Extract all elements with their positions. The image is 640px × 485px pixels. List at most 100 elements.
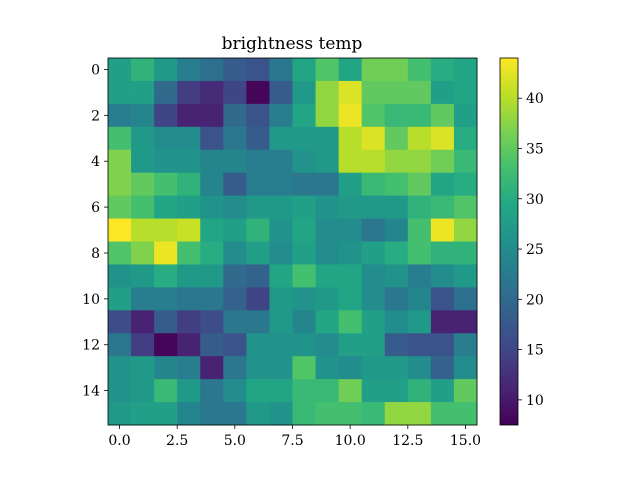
heatmap-cell bbox=[338, 402, 363, 426]
heatmap-cell bbox=[269, 333, 293, 357]
heatmap-cell bbox=[269, 264, 293, 288]
heatmap-cell bbox=[361, 310, 386, 334]
heatmap-cell bbox=[315, 58, 340, 82]
heatmap-cell bbox=[430, 103, 455, 128]
heatmap-cell bbox=[338, 379, 363, 403]
heatmap-cell bbox=[384, 379, 409, 403]
heatmap-cell bbox=[223, 103, 247, 128]
heatmap-cell bbox=[246, 287, 270, 311]
heatmap-cell bbox=[108, 218, 132, 242]
heatmap-cell bbox=[315, 172, 340, 197]
x-tick-label: 2.5 bbox=[166, 433, 188, 449]
heatmap-cell bbox=[407, 58, 432, 82]
y-tick-label: 12 bbox=[82, 338, 100, 354]
heatmap-cell bbox=[338, 58, 363, 82]
heatmap-cell bbox=[453, 126, 478, 151]
heatmap-cell bbox=[108, 58, 132, 82]
heatmap-cell bbox=[407, 356, 432, 380]
heatmap-cell bbox=[407, 264, 432, 288]
y-tick-label: 8 bbox=[91, 246, 100, 262]
heatmap-cell bbox=[292, 356, 316, 380]
heatmap-cell bbox=[200, 241, 224, 265]
heatmap-cell bbox=[269, 195, 293, 219]
heatmap-cell bbox=[131, 287, 155, 311]
heatmap-cell bbox=[384, 58, 409, 82]
heatmap-cell bbox=[384, 149, 409, 174]
heatmap-cell bbox=[223, 149, 247, 174]
heatmap-cell bbox=[131, 103, 155, 128]
heatmap-cell bbox=[430, 149, 455, 174]
heatmap-cell bbox=[108, 195, 132, 219]
heatmap-cell bbox=[384, 195, 409, 219]
y-tick-label: 14 bbox=[82, 384, 100, 400]
heatmap-cell bbox=[131, 402, 155, 426]
heatmap-cell bbox=[177, 58, 201, 82]
heatmap-cell bbox=[453, 333, 478, 357]
heatmap-cell bbox=[200, 310, 224, 334]
heatmap-cell bbox=[131, 379, 155, 403]
heatmap-cell bbox=[361, 149, 386, 174]
heatmap-cell bbox=[131, 264, 155, 288]
colorbar-tick-label: 35 bbox=[526, 141, 544, 157]
heatmap-cell bbox=[108, 103, 132, 128]
heatmap-cell bbox=[315, 80, 340, 105]
heatmap-cell bbox=[338, 80, 363, 105]
heatmap-cell bbox=[269, 172, 293, 197]
heatmap-cell bbox=[453, 103, 478, 128]
heatmap-cell bbox=[246, 195, 270, 219]
heatmap-cell bbox=[223, 264, 247, 288]
heatmap-cell bbox=[200, 172, 224, 197]
heatmap-cell bbox=[246, 333, 270, 357]
heatmap-cell bbox=[177, 126, 201, 151]
heatmap-cell bbox=[108, 379, 132, 403]
chart-title: brightness temp bbox=[222, 34, 363, 54]
heatmap-cell bbox=[154, 241, 178, 265]
heatmap-cell bbox=[269, 218, 293, 242]
heatmap-cell bbox=[223, 195, 247, 219]
heatmap-cell bbox=[384, 126, 409, 151]
heatmap-cell bbox=[292, 218, 316, 242]
heatmap-cell bbox=[108, 333, 132, 357]
heatmap-cell bbox=[223, 218, 247, 242]
heatmap-cell bbox=[361, 172, 386, 197]
heatmap-cell bbox=[246, 58, 270, 82]
heatmap-cell bbox=[177, 80, 201, 105]
heatmap-cell bbox=[338, 310, 363, 334]
heatmap-cell bbox=[223, 58, 247, 82]
heatmap-cell bbox=[131, 218, 155, 242]
heatmap-cell bbox=[269, 126, 293, 151]
x-tick-label: 0.0 bbox=[108, 433, 130, 449]
heatmap-cell bbox=[200, 80, 224, 105]
heatmap-cell bbox=[315, 287, 340, 311]
heatmap-cell bbox=[292, 103, 316, 128]
heatmap-cell bbox=[315, 241, 340, 265]
heatmap-cell bbox=[453, 241, 478, 265]
heatmap-cell bbox=[246, 356, 270, 380]
heatmap-cell bbox=[361, 80, 386, 105]
heatmap-cell bbox=[338, 241, 363, 265]
x-axis: 0.0 2.5 5.0 7.5 10.0 12.5 15.0 bbox=[108, 425, 481, 449]
heatmap-cell bbox=[430, 333, 455, 357]
colorbar-tick-label: 10 bbox=[526, 393, 544, 409]
heatmap-cell bbox=[154, 218, 178, 242]
heatmap-cell bbox=[430, 126, 455, 151]
heatmap-cell bbox=[131, 310, 155, 334]
heatmap-cell bbox=[361, 402, 386, 426]
heatmap-cell bbox=[361, 379, 386, 403]
heatmap-cell bbox=[177, 149, 201, 174]
heatmap-cell bbox=[154, 126, 178, 151]
heatmap-cell bbox=[453, 287, 478, 311]
heatmap-cell bbox=[315, 333, 340, 357]
heatmap-cell bbox=[108, 402, 132, 426]
heatmap-cell bbox=[453, 264, 478, 288]
heatmap-cell bbox=[361, 241, 386, 265]
heatmap-cell bbox=[384, 80, 409, 105]
heatmap-cell bbox=[430, 241, 455, 265]
heatmap-cell bbox=[315, 149, 340, 174]
heatmap-cell bbox=[292, 80, 316, 105]
heatmap-cell bbox=[384, 172, 409, 197]
heatmap-cell bbox=[154, 356, 178, 380]
heatmap-cell bbox=[131, 195, 155, 219]
y-tick-label: 4 bbox=[91, 154, 100, 170]
heatmap-cell bbox=[246, 172, 270, 197]
